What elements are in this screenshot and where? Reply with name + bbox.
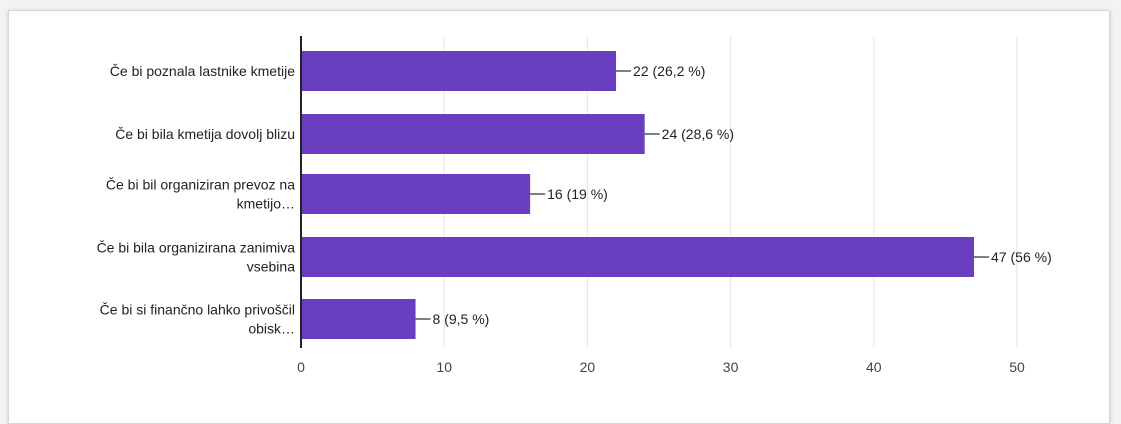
x-tick-label: 50 [1009, 359, 1025, 375]
x-tick-label: 20 [580, 359, 596, 375]
x-tick-label: 30 [723, 359, 739, 375]
bar [301, 114, 645, 154]
data-label: 8 (9,5 %) [433, 311, 490, 327]
category-label: Če bi poznala lastnike kmetije [110, 63, 295, 79]
x-tick-label: 10 [436, 359, 452, 375]
data-label: 16 (19 %) [547, 186, 608, 202]
x-tick-labels: 0 10 20 30 40 50 [297, 359, 1025, 375]
bars [301, 51, 975, 339]
category-label: Če bi bila organizirana zanimiva vsebina [97, 240, 296, 275]
data-labels: 22 (26,2 %) 24 (28,6 %) 16 (19 %) 47 (56 %)… [415, 63, 1052, 327]
category-labels: Če bi poznala lastnike kmetije Če bi bila… [97, 63, 296, 337]
bar [301, 299, 416, 339]
data-label: 47 (56 %) [991, 249, 1052, 265]
bar [301, 237, 975, 277]
category-label: Če bi si finančno lahko privoščil obisk… [100, 302, 295, 337]
x-tick-label: 40 [866, 359, 882, 375]
data-label: 24 (28,6 %) [662, 126, 734, 142]
bar [301, 51, 617, 91]
x-tick-label: 0 [297, 359, 305, 375]
category-label: Če bi bila kmetija dovolj blizu [115, 126, 295, 142]
bar [301, 174, 531, 214]
data-label: 22 (26,2 %) [633, 63, 705, 79]
category-label: Če bi bil organiziran prevoz na kmetijo… [106, 177, 295, 212]
